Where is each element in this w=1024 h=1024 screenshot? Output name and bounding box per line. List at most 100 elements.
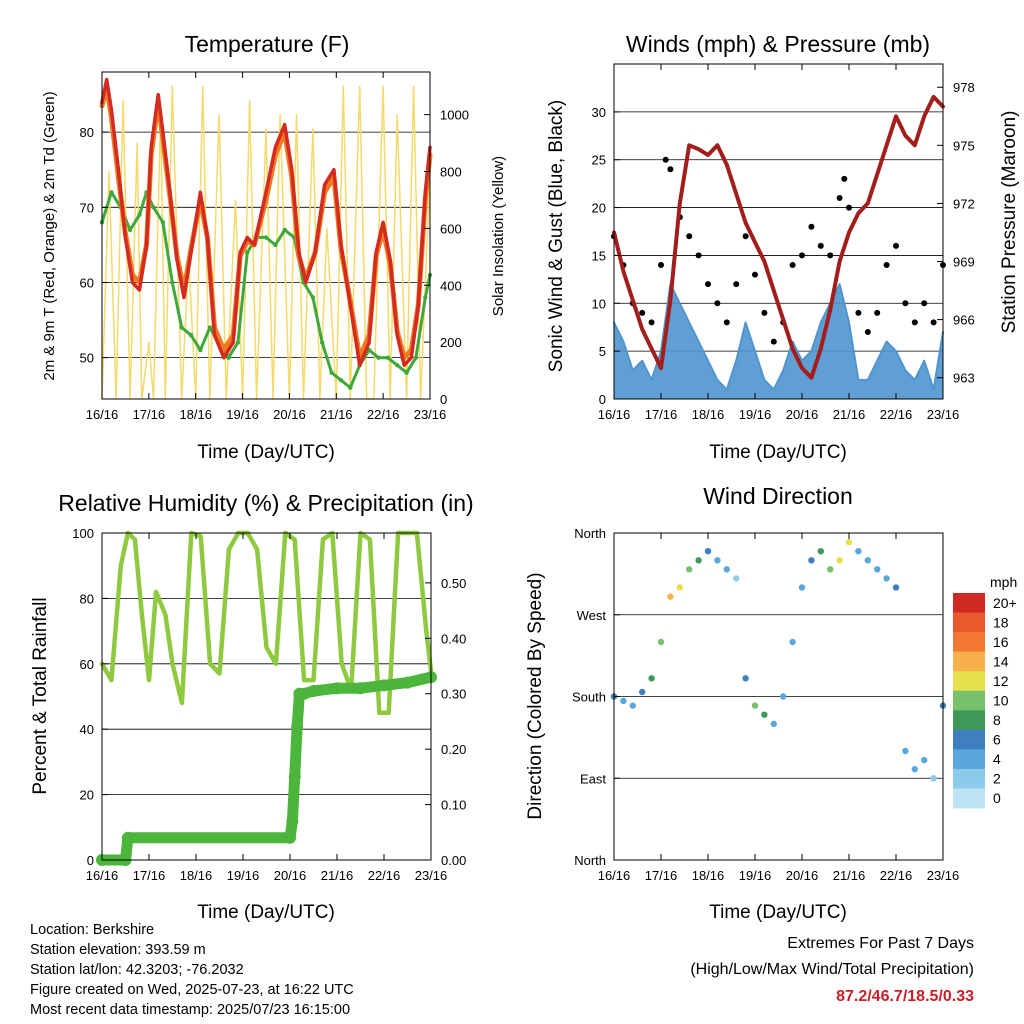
precip-y2-tick-label: 0.20: [441, 742, 466, 757]
dewpoint-point: [273, 242, 278, 248]
direction-series: [610, 538, 947, 782]
legend-label: 10: [993, 693, 1009, 709]
legend-swatch: [953, 768, 985, 789]
precipitation-point: [354, 682, 367, 695]
dewpoint-point: [413, 355, 419, 360]
extremes-title: Extremes For Past 7 Days: [787, 935, 974, 952]
pressure-y2-tick-label: 975: [953, 138, 975, 153]
gust-point: [855, 309, 862, 316]
direction-y-tick-label: North: [574, 853, 606, 868]
direction-point: [921, 756, 928, 764]
dewpoint-point: [198, 347, 203, 353]
temperature-y-tick-label: 70: [80, 200, 94, 215]
wind-y-tick-label: 30: [592, 105, 606, 120]
temperature-y-label: 2m & 9m T (Red, Orange) & 2m Td (Green): [41, 91, 58, 380]
direction-point: [845, 538, 853, 546]
direction-point: [742, 675, 749, 682]
legend-label: 12: [993, 673, 1009, 689]
extremes-subtitle: (High/Low/Max Wind/Total Precipitation): [690, 961, 974, 978]
gust-point: [714, 300, 721, 307]
direction-point: [874, 566, 881, 573]
x-tick-label: 21/16: [833, 868, 866, 883]
x-tick-label: 19/16: [226, 407, 259, 422]
gust-point: [695, 252, 702, 259]
dewpoint-point: [188, 332, 194, 338]
precip-y2-tick-label: 0.00: [441, 853, 466, 868]
x-tick-label: 18/16: [692, 868, 725, 883]
legend-swatch: [953, 651, 985, 672]
humidity-y-tick-label: 60: [80, 657, 94, 672]
direction-point: [798, 584, 806, 591]
dewpoint-point: [179, 325, 184, 330]
legend-swatch: [953, 710, 985, 731]
precipitation-point: [331, 682, 343, 695]
x-tick-label: 17/16: [133, 407, 166, 422]
legend-label: 4: [993, 751, 1001, 767]
x-tick-label: 18/16: [180, 868, 213, 883]
direction-point: [883, 575, 890, 582]
direction-point: [817, 548, 824, 555]
temp-9m-line: [99, 84, 433, 361]
x-tick-label: 22/16: [367, 407, 400, 422]
humidity-y-tick-label: 20: [80, 788, 94, 803]
x-tick-label: 20/16: [786, 868, 819, 883]
wind-y-tick-label: 0: [599, 392, 606, 407]
direction-point: [864, 557, 871, 564]
winds-x-label: Time (Day/UTC): [709, 442, 847, 463]
winds-y-label: Sonic Wind & Gust (Blue, Black): [546, 100, 567, 372]
pressure-y2-tick-label: 966: [953, 313, 975, 328]
x-tick-label: 18/16: [692, 407, 725, 422]
precipitation-point: [307, 685, 320, 697]
winds-y2-ticks: 963 966 969 972 975 978: [937, 80, 975, 386]
dewpoint-point: [376, 355, 381, 360]
legend-label: 6: [993, 732, 1001, 748]
solar-y2-tick-label: 600: [440, 221, 462, 236]
gust-point: [930, 319, 937, 326]
direction-point: [657, 638, 665, 646]
gust-point: [827, 252, 834, 259]
gust-point: [864, 329, 871, 335]
speed-legend-title: mph: [990, 574, 1017, 590]
x-tick-label: 21/16: [833, 407, 866, 422]
humidity-y-tick-label: 40: [80, 722, 94, 737]
x-tick-label: 16/16: [86, 407, 119, 422]
solar-y2-tick-label: 200: [440, 335, 462, 350]
dewpoint-point: [395, 363, 400, 368]
gust-point: [770, 338, 777, 345]
solar-y2-tick-label: 800: [440, 165, 462, 180]
station-pressure-line: [612, 94, 945, 380]
gust-point: [874, 309, 881, 316]
direction-point: [714, 557, 721, 564]
direction-point: [686, 566, 693, 573]
legend-label: 8: [993, 712, 1001, 728]
direction-point: [930, 775, 937, 782]
precipitation-point: [286, 815, 299, 828]
dewpoint-point: [151, 205, 156, 210]
gust-point: [658, 262, 664, 268]
gust-point: [846, 204, 852, 211]
humidity-y2-ticks: 0.00 0.10 0.20 0.30 0.40 0.50: [425, 576, 466, 868]
x-tick-label: 17/16: [645, 407, 678, 422]
precipitation-point: [291, 721, 304, 733]
precipitation-point: [298, 687, 311, 700]
wind-y-tick-label: 10: [592, 296, 606, 311]
dewpoint-point: [338, 378, 344, 383]
temperature-plot-frame: [101, 71, 431, 400]
x-tick-label: 20/16: [273, 407, 306, 422]
x-tick-label: 17/16: [645, 868, 678, 883]
x-tick-label: 23/16: [927, 407, 960, 422]
dewpoint-point: [348, 385, 353, 390]
extremes-values: 87.2/46.7/18.5/0.33: [836, 988, 974, 1005]
temperature-y-tick-label: 80: [80, 125, 94, 140]
temperature-series: [99, 77, 433, 400]
humidity-y-ticks: 0 20 40 60 80 100: [72, 526, 108, 868]
x-tick-label: 16/16: [86, 868, 119, 883]
sonic-wind-line: [613, 283, 944, 391]
pressure-y2-tick-label: 963: [953, 371, 975, 386]
winds-x-ticks: 16/16 17/16 18/16 19/16 20/16 21/16 22/16 23/16: [598, 64, 960, 422]
direction-point: [780, 693, 787, 700]
precipitation-point: [121, 831, 134, 844]
gust-point: [921, 300, 928, 307]
x-tick-label: 22/16: [880, 868, 913, 883]
direction-point: [695, 557, 702, 564]
